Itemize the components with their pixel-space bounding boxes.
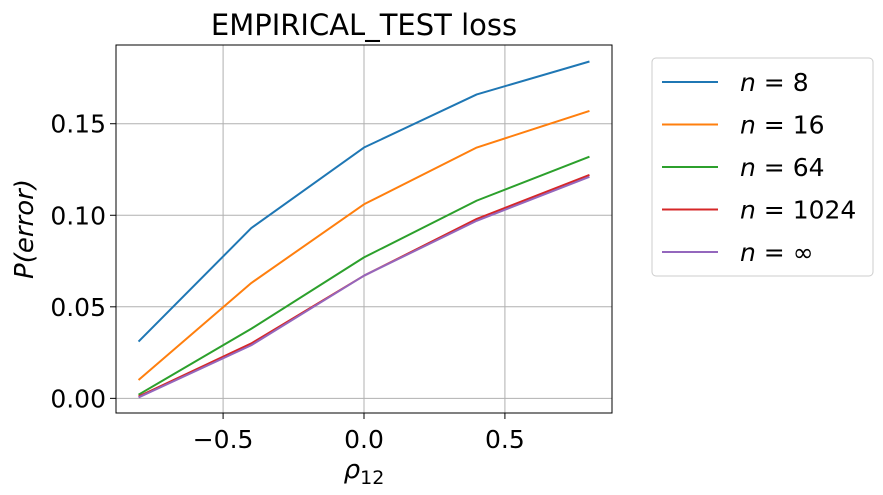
legend-entry-2: n = 64 bbox=[740, 153, 825, 182]
legend-value: 16 bbox=[793, 111, 825, 140]
legend-variable: n bbox=[740, 68, 756, 97]
grid bbox=[116, 45, 612, 413]
legend-value: ∞ bbox=[793, 238, 814, 267]
legend-equals: = bbox=[756, 153, 793, 182]
y-tick-label: 0.10 bbox=[50, 201, 106, 230]
series-line-4 bbox=[138, 175, 590, 399]
chart-title: EMPIRICAL_TEST loss bbox=[211, 8, 517, 42]
legend-variable: n bbox=[740, 153, 756, 182]
legend-equals: = bbox=[756, 238, 793, 267]
y-tick-label: 0.05 bbox=[50, 293, 106, 322]
x-tick-label: 0.5 bbox=[485, 425, 525, 454]
x-axis-label-subscript: 12 bbox=[360, 467, 384, 489]
y-axis: 0.00 0.05 0.10 0.15 bbox=[50, 110, 116, 413]
legend-entry-0: n = 8 bbox=[740, 68, 809, 97]
legend-value: 1024 bbox=[793, 196, 857, 225]
legend-box bbox=[651, 57, 874, 277]
legend-variable: n bbox=[740, 111, 756, 140]
x-axis: −0.5 0.0 0.5 bbox=[193, 413, 525, 454]
legend-value: 64 bbox=[793, 153, 825, 182]
series-lines bbox=[137, 60, 590, 399]
x-tick-label: 0.0 bbox=[344, 425, 384, 454]
x-axis-label: ρ12 bbox=[344, 455, 385, 489]
legend-variable: n bbox=[740, 196, 756, 225]
legend-equals: = bbox=[756, 196, 793, 225]
legend-equals: = bbox=[756, 111, 793, 140]
y-tick-label: 0.15 bbox=[50, 110, 106, 139]
y-tick-label: 0.00 bbox=[50, 384, 106, 413]
series-line-2 bbox=[138, 155, 590, 396]
legend-equals: = bbox=[756, 68, 793, 97]
series-line-0 bbox=[137, 60, 590, 343]
y-axis-label: P(error) bbox=[10, 179, 40, 279]
legend-variable: n bbox=[740, 238, 756, 267]
series-line-1 bbox=[137, 109, 590, 381]
legend-entry-1: n = 16 bbox=[740, 111, 825, 140]
legend-entry-4: n = ∞ bbox=[740, 238, 814, 267]
x-axis-label-main: ρ bbox=[344, 455, 361, 485]
legend-value: 8 bbox=[793, 68, 809, 97]
x-tick-label: −0.5 bbox=[193, 425, 254, 454]
legend-entry-3: n = 1024 bbox=[740, 196, 856, 225]
